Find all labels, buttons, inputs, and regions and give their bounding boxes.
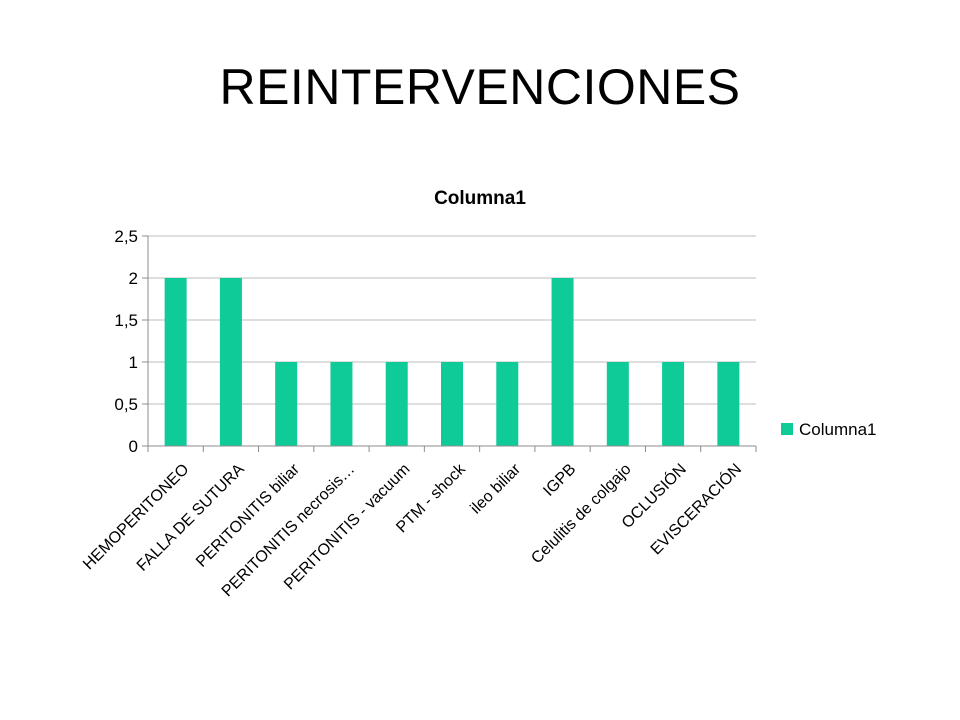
y-tick-label: 0,5: [114, 395, 138, 414]
bar: [219, 278, 242, 446]
legend-label: Columna1: [799, 420, 877, 439]
y-tick-label: 1,5: [114, 311, 138, 330]
bar: [275, 362, 298, 446]
bar: [164, 278, 187, 446]
bar: [385, 362, 408, 446]
x-category-label: HEMOPERITONEO: [80, 461, 192, 573]
x-category-label: FALLA DE SUTURA: [134, 461, 248, 575]
x-category-label: PERITONITIS biliar: [193, 460, 303, 570]
bar: [551, 278, 574, 446]
legend: Columna1: [781, 420, 877, 439]
y-tick-label: 1: [129, 353, 138, 372]
bar: [662, 362, 685, 446]
legend-swatch: [781, 423, 793, 435]
y-tick-label: 2,5: [114, 227, 138, 246]
y-tick-label: 2: [129, 269, 138, 288]
bars: [164, 278, 740, 446]
bar: [441, 362, 463, 446]
chart-title: Columna1: [434, 188, 526, 209]
y-tick-label: 0: [129, 437, 138, 456]
bar: [330, 362, 353, 446]
x-category-label: ileo biliar: [467, 460, 524, 517]
x-category-label: EVISCERACIÓN: [646, 459, 745, 558]
slide-title: REINTERVENCIONES: [219, 59, 741, 115]
bar: [717, 362, 740, 446]
axes: [142, 235, 757, 452]
x-category-label: IGPB: [540, 461, 579, 500]
bar: [606, 362, 629, 446]
x-category-label: Celulitis de colgajo: [528, 461, 634, 567]
bar: [496, 362, 519, 446]
